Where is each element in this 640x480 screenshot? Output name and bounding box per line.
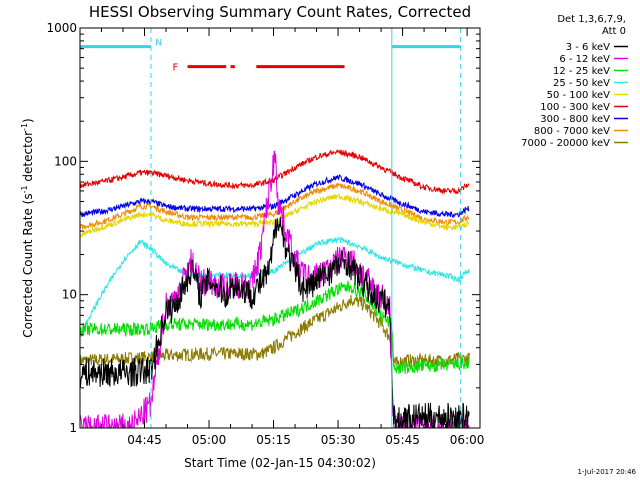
legend-label-7: 800 - 7000 keV (534, 126, 610, 137)
legend-label-0: 3 - 6 keV (566, 42, 610, 53)
flare-marker-label: F (172, 63, 178, 74)
y-axis-label: Corrected Count Rate (s-1 detector-1) (20, 118, 35, 337)
series-line-300-800-kev (80, 173, 470, 218)
series-line-50-100-kev (80, 193, 470, 238)
x-axis: 04:45 05:00 05:15 05:30 05:45 06:00 (101, 28, 485, 447)
legend-label-8: 7000 - 20000 keV (521, 138, 610, 149)
series-line-800-7000-kev (80, 182, 470, 231)
legend-label-5: 100 - 300 keV (540, 102, 610, 113)
x-tick-label-5: 06:00 (450, 433, 485, 447)
plot-area (80, 28, 470, 428)
x-tick-label-2: 05:15 (256, 433, 291, 447)
y-tick-label-0: 1 (69, 421, 77, 435)
y-axis: 1 10 100 1000 (46, 21, 480, 435)
y-tick-label-2: 100 (54, 154, 77, 168)
x-axis-label: Start Time (02-Jan-15 04:30:02) (184, 456, 376, 470)
series-line-12-25-kev (80, 280, 470, 374)
legend-label-1: 6 - 12 keV (559, 54, 610, 65)
legend-label-3: 25 - 50 keV (553, 78, 610, 89)
legend-label-6: 300 - 800 keV (540, 114, 610, 125)
x-tick-label-1: 05:00 (192, 433, 227, 447)
night-marker-label: N (155, 39, 162, 49)
y-tick-label-3: 1000 (46, 21, 77, 35)
timestamp: 1-Jul-2017 20:46 (577, 468, 636, 476)
x-tick-label-0: 04:45 (127, 433, 162, 447)
series-line-25-50-kev (80, 236, 470, 337)
series-line-6-12-kev (80, 150, 470, 428)
legend-header-0: Det 1,3,6,7,9, (557, 14, 626, 25)
legend-header-1: Att 0 (602, 26, 626, 37)
y-tick-label-1: 10 (62, 288, 77, 302)
legend-label-2: 12 - 25 keV (553, 66, 610, 77)
series-line-3-6-kev (80, 217, 470, 428)
chart-title: HESSI Observing Summary Count Rates, Cor… (89, 3, 471, 21)
x-tick-label-4: 05:45 (385, 433, 420, 447)
series-line-7000-20000-kev (80, 294, 470, 369)
series-line-100-300-kev (80, 149, 470, 195)
legend-label-4: 50 - 100 keV (547, 90, 611, 101)
x-tick-label-3: 05:30 (321, 433, 356, 447)
plot-frame (79, 27, 481, 429)
